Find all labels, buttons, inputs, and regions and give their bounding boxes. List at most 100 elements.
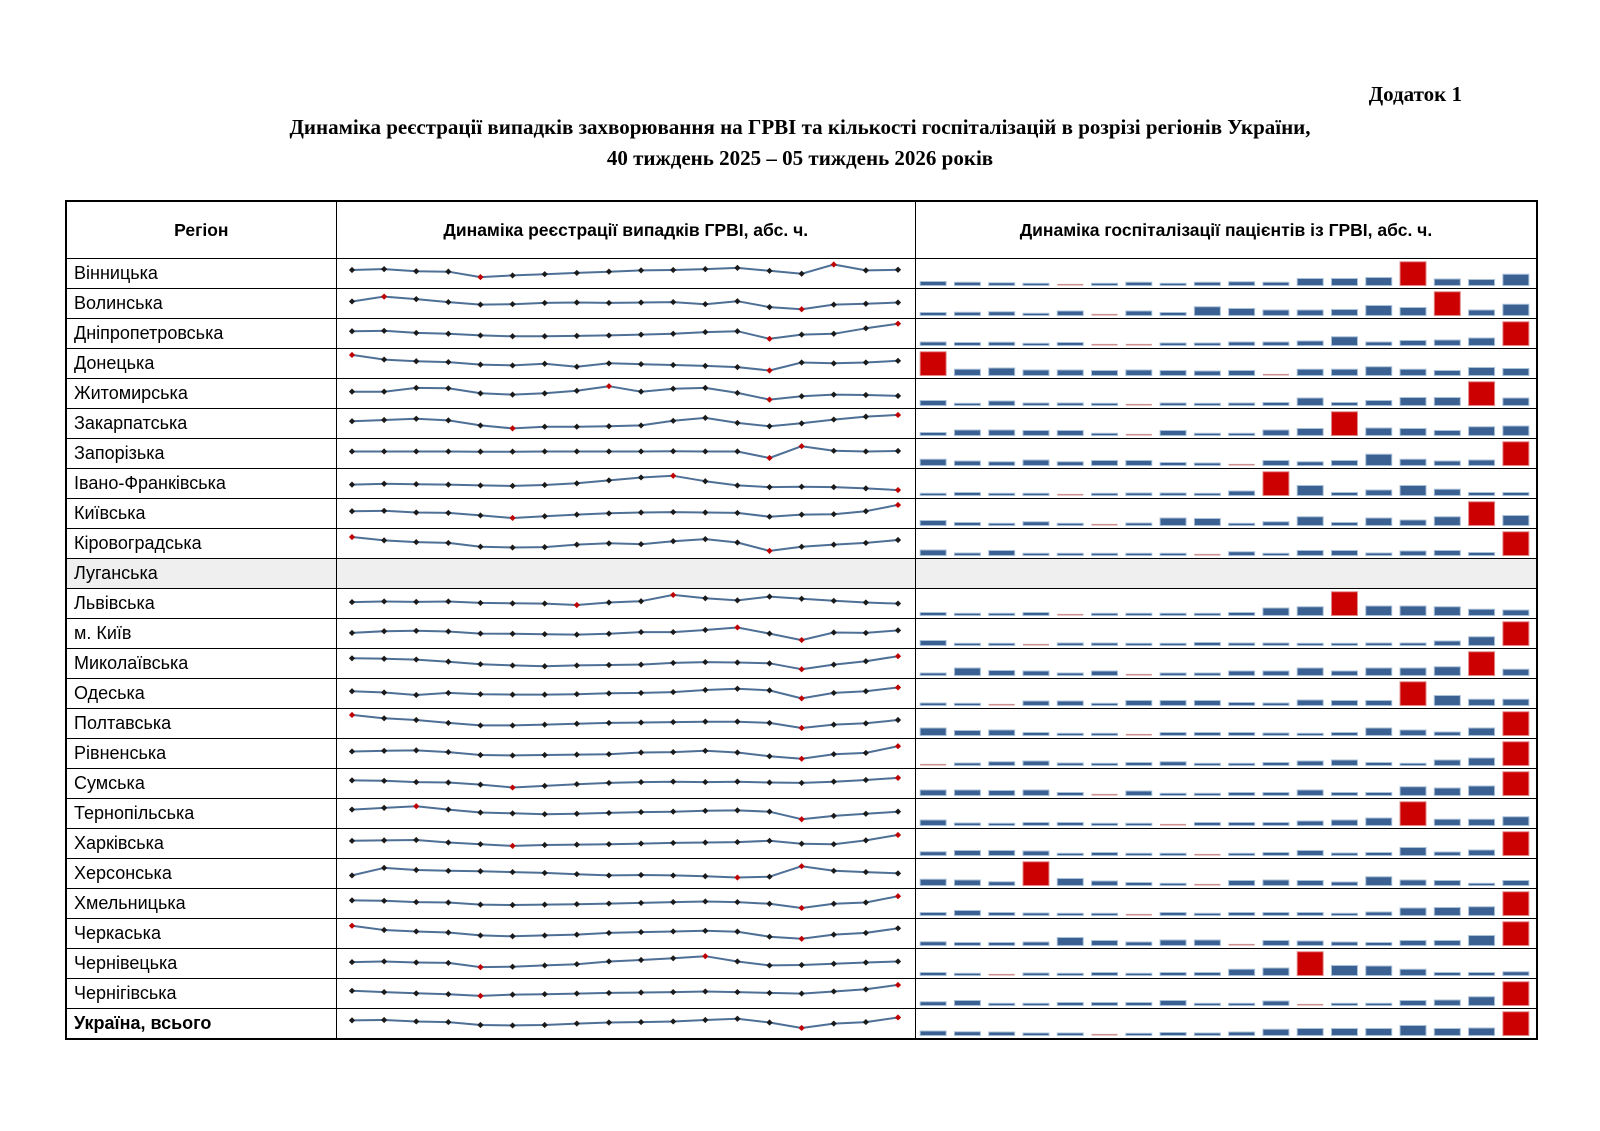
sparkline-point [733,264,741,271]
sparkline-point [541,932,548,939]
bar [1365,305,1393,316]
page-title: Динаміка реєстрації випадків захворюванн… [0,112,1600,174]
bar [988,670,1016,676]
sparkline-point [380,958,387,965]
bar [1433,759,1461,766]
bar [1262,642,1290,646]
bar [1056,369,1084,376]
sparkline-point [733,988,741,996]
bar [1159,912,1187,916]
sparkline-point [477,691,484,698]
sparkline-point [862,267,869,274]
bar-high [1262,471,1290,496]
sparkline-point [637,361,644,368]
sparkline-highlight-point [348,711,355,719]
sparkline-point [444,991,452,998]
sparkline-point [380,388,387,395]
sparkline-point [669,988,676,996]
bar [1022,941,1050,946]
sparkline-point [380,864,387,871]
sparkline-point [380,747,387,754]
bar [1056,1032,1084,1036]
cases-sparkline-cell [337,319,916,348]
bar-negative [1091,343,1118,346]
bar [1125,1032,1153,1036]
region-name-cell: Сумська [67,769,337,798]
sparkline-point [541,962,548,969]
bar [1125,492,1153,496]
bar [1330,792,1358,796]
sparkline-point [605,809,612,817]
cases-sparkline-cell [337,619,916,648]
sparkline-point [637,689,644,697]
bar [919,727,947,736]
line-sparkline [348,863,901,881]
sparkline-point [477,661,484,668]
sparkline-point [573,299,580,306]
bar [919,878,947,886]
table-row: Харківська [67,828,1536,858]
sparkline-point [541,600,548,607]
region-name-cell: Одеська [67,679,337,708]
sparkline-point [477,390,484,397]
sparkline-point [380,715,387,722]
bar [1159,1000,1187,1006]
bar [953,281,981,286]
bar-high [1502,1011,1530,1036]
bar [1467,698,1495,706]
sparkline-highlight-point [766,454,773,462]
sparkline-point [637,840,644,847]
sparkline-point [380,777,387,784]
bar [953,642,981,646]
bar [1125,522,1153,526]
bar [1227,612,1255,616]
bar [1433,640,1461,646]
sparkline-point [444,358,452,366]
bar [1365,489,1393,496]
line-sparkline [348,261,901,281]
sparkline-point [509,901,516,909]
bar [1227,732,1255,736]
region-name-cell: Запорізька [67,439,337,468]
sparkline-point [669,538,676,545]
column-sparkline [919,651,1530,676]
bar [1022,552,1050,556]
bar [1193,1032,1221,1036]
sparkline-point [348,748,355,755]
cases-sparkline-cell [337,559,916,588]
sparkline-point [830,751,837,758]
region-name-cell: Тернопільська [67,799,337,828]
bar [1056,762,1084,766]
bar [1159,342,1187,346]
line-sparkline [348,591,901,609]
sparkline-point [444,1018,452,1026]
line-sparkline [348,383,901,403]
bar [1227,551,1255,556]
bar [1262,732,1290,736]
sparkline-point [444,806,452,813]
sparkline-point [541,299,548,307]
cases-sparkline-cell [337,769,916,798]
bar [1262,940,1290,946]
sparkline-point [541,423,548,430]
bar [1296,642,1324,646]
sparkline-point [701,718,709,725]
bar [1502,397,1530,406]
bar [1227,968,1255,976]
bar [1193,1002,1221,1006]
bar-high [1502,771,1530,796]
column-sparkline [919,681,1530,706]
sparkline-point [733,389,741,397]
sparkline-highlight-point [733,624,741,631]
bar [1399,968,1427,976]
line-sparkline [348,443,901,462]
sparkline-point [573,751,580,758]
bar [1296,485,1324,496]
sparkline-point [701,988,709,995]
bar [1090,612,1118,616]
cases-sparkline-cell [337,289,916,318]
bar [988,1031,1016,1036]
bar [1502,425,1530,436]
bar-high [1433,291,1461,316]
bar [988,761,1016,766]
